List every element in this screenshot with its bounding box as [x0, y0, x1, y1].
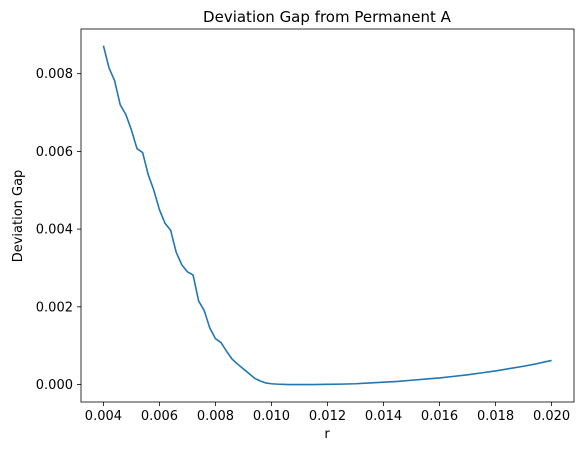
x-tick-label: 0.018: [477, 409, 514, 424]
y-tick-label: 0.002: [36, 300, 73, 315]
y-tick-label: 0.008: [36, 67, 73, 82]
plot-area: [80, 28, 575, 403]
x-tick-label: 0.016: [421, 409, 458, 424]
x-tick-label: 0.010: [253, 409, 290, 424]
x-tick-label: 0.004: [85, 409, 122, 424]
series-line: [102, 45, 552, 386]
x-tick-label: 0.014: [365, 409, 402, 424]
x-tick-label: 0.020: [533, 409, 570, 424]
y-tick-label: 0.000: [36, 378, 73, 393]
x-tick-label: 0.008: [197, 409, 234, 424]
chart-title: Deviation Gap from Permanent A: [203, 8, 452, 26]
x-tick-label: 0.006: [141, 409, 178, 424]
y-axis-label: Deviation Gap: [11, 170, 26, 263]
x-tick-label: 0.012: [309, 409, 346, 424]
x-axis-label: r: [324, 427, 330, 442]
y-tick-label: 0.004: [36, 223, 73, 238]
y-tick-label: 0.006: [36, 145, 73, 160]
